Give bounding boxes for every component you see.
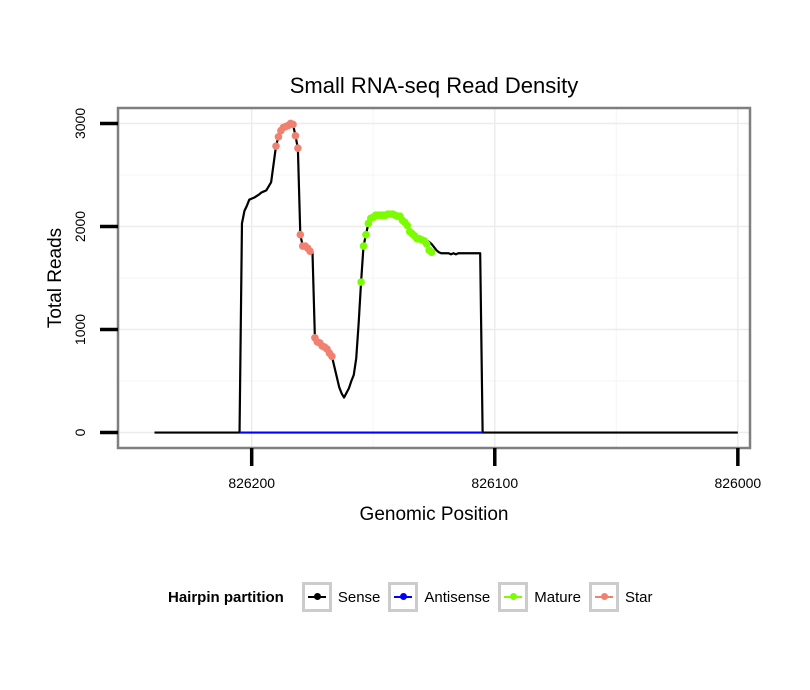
data-point-star (328, 352, 336, 361)
legend-key-sense (301, 582, 332, 612)
y-tick-label: 3000 (72, 108, 88, 139)
legend-label-mature: Mature (534, 588, 581, 606)
data-point-star (296, 230, 305, 239)
legend-item-mature: Mature (498, 582, 581, 612)
data-point-mature (403, 221, 412, 230)
legend-key-star (588, 582, 619, 612)
legend-dot-mature (510, 593, 518, 600)
legend: Hairpin partition Sense Antisense Mature… (168, 578, 660, 616)
data-point-star (306, 247, 314, 256)
data-point-star (272, 142, 280, 150)
plot-border (116, 106, 752, 450)
data-point-star (274, 133, 283, 141)
x-tick-label: 826100 (471, 475, 518, 491)
data-point-mature (359, 242, 368, 250)
legend-dot-star (600, 593, 608, 600)
y-tick-label: 2000 (72, 211, 88, 242)
legend-item-star: Star (588, 582, 653, 612)
legend-dot-antisense (400, 593, 408, 600)
data-point-star (294, 144, 302, 152)
x-tick-label: 826000 (714, 475, 761, 491)
data-point-star (291, 132, 300, 140)
data-point-star (289, 120, 297, 129)
legend-dot-sense (313, 593, 321, 600)
legend-key-antisense (388, 582, 419, 612)
chart-title: Small RNA-seq Read Density (290, 73, 579, 98)
data-point-mature (357, 278, 365, 286)
data-point-mature (427, 248, 436, 257)
data-point-mature (422, 240, 431, 248)
legend-key-mature (498, 582, 529, 612)
x-axis-title: Genomic Position (360, 504, 509, 525)
legend-item-antisense: Antisense (388, 582, 490, 612)
x-tick-label: 826200 (228, 475, 275, 491)
y-tick-label: 0 (72, 428, 88, 436)
data-point-mature (362, 230, 370, 239)
legend-item-sense: Sense (301, 582, 381, 612)
legend-title: Hairpin partition (168, 588, 284, 606)
legend-label-star: Star (624, 588, 653, 606)
y-tick-label: 1000 (72, 314, 88, 345)
legend-label-sense: Sense (337, 588, 381, 606)
legend-label-antisense: Antisense (424, 588, 491, 606)
y-axis-title: Total Reads (45, 228, 66, 328)
